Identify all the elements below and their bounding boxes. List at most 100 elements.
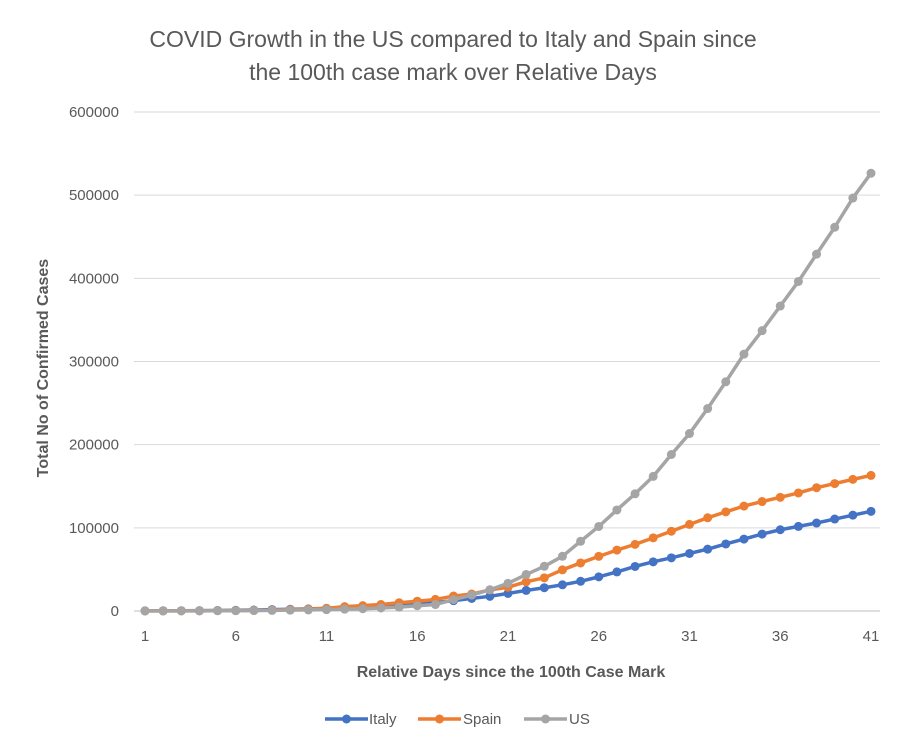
- data-point-us: [503, 578, 513, 588]
- x-tick-label: 31: [681, 628, 698, 645]
- data-point-italy: [703, 544, 713, 554]
- data-point-spain: [812, 483, 822, 493]
- data-point-italy: [757, 529, 767, 539]
- y-tick-label: 500000: [69, 187, 119, 204]
- data-point-italy: [721, 539, 731, 549]
- data-point-us: [340, 604, 350, 614]
- data-point-us: [757, 326, 767, 336]
- legend-label: Spain: [463, 711, 501, 728]
- data-point-italy: [576, 576, 586, 586]
- legend-item-italy: Italy: [325, 711, 397, 728]
- data-point-spain: [775, 492, 785, 502]
- x-tick-label: 21: [500, 628, 517, 645]
- y-axis-title: Total No of Confirmed Cases: [35, 259, 52, 477]
- data-point-us: [703, 404, 713, 414]
- y-axis-ticks: 0 100000 200000 300000 400000 500000 600000: [69, 104, 119, 620]
- data-point-us: [521, 570, 531, 580]
- data-point-spain: [557, 565, 567, 575]
- data-point-italy: [521, 585, 531, 595]
- data-point-us: [412, 601, 422, 611]
- data-point-spain: [757, 497, 767, 507]
- data-point-italy: [775, 525, 785, 535]
- data-point-spain: [594, 551, 604, 561]
- x-tick-label: 1: [141, 628, 149, 645]
- data-point-italy: [594, 572, 604, 582]
- data-point-us: [231, 606, 241, 616]
- data-point-us: [485, 585, 495, 595]
- y-tick-label: 600000: [69, 104, 119, 121]
- data-point-us: [793, 276, 803, 286]
- series-lines: [140, 168, 876, 616]
- series-italy: [140, 506, 876, 616]
- data-point-us: [467, 590, 477, 600]
- data-point-italy: [557, 580, 567, 590]
- data-point-spain: [685, 519, 694, 529]
- y-tick-label: 400000: [69, 270, 119, 287]
- data-point-us: [848, 193, 858, 203]
- data-point-italy: [739, 534, 749, 544]
- data-point-us: [249, 606, 259, 616]
- data-point-italy: [485, 591, 495, 601]
- data-point-italy: [539, 583, 549, 593]
- data-point-us: [322, 605, 331, 615]
- series-line-us: [143, 171, 873, 613]
- data-point-spain: [630, 539, 640, 549]
- data-point-spain: [703, 513, 713, 523]
- legend-swatch-marker: [342, 714, 351, 724]
- x-axis-ticks: 1 6 11 16 21 26 31 36 41: [141, 628, 880, 645]
- data-point-us: [376, 603, 386, 613]
- data-point-italy: [830, 514, 840, 524]
- data-point-us: [557, 551, 567, 561]
- chart-title-line-1: COVID Growth in the US compared to Italy…: [149, 26, 756, 52]
- data-point-italy: [685, 548, 694, 558]
- data-point-us: [612, 505, 622, 515]
- data-point-us: [394, 602, 404, 612]
- series-us: [140, 168, 876, 616]
- data-point-spain: [848, 474, 858, 484]
- x-tick-label: 41: [863, 628, 880, 645]
- data-point-spain: [830, 479, 840, 489]
- legend-item-us: US: [524, 711, 590, 728]
- y-tick-label: 300000: [69, 354, 119, 371]
- legend: Italy Spain US: [325, 711, 590, 728]
- data-point-us: [358, 604, 368, 614]
- data-point-us: [449, 595, 459, 605]
- data-point-italy: [648, 557, 658, 567]
- data-point-us: [158, 606, 168, 616]
- data-point-us: [648, 471, 658, 481]
- data-point-italy: [612, 567, 622, 577]
- data-point-us: [830, 222, 840, 232]
- legend-item-spain: Spain: [418, 711, 501, 728]
- x-axis-title: Relative Days since the 100th Case Mark: [357, 664, 666, 681]
- data-point-spain: [521, 577, 531, 587]
- data-point-italy: [630, 561, 640, 571]
- data-point-spain: [793, 488, 803, 498]
- x-tick-label: 26: [590, 628, 607, 645]
- y-tick-label: 100000: [69, 520, 119, 537]
- legend-label: Italy: [369, 711, 397, 728]
- data-point-us: [739, 349, 749, 359]
- legend-swatch-marker: [541, 714, 550, 724]
- data-point-us: [685, 429, 694, 439]
- x-tick-label: 11: [319, 628, 335, 645]
- chart-title-line-2: the 100th case mark over Relative Days: [249, 59, 657, 85]
- data-point-us: [140, 606, 150, 616]
- data-point-us: [775, 301, 785, 311]
- data-point-spain: [648, 533, 658, 543]
- data-point-us: [866, 168, 876, 178]
- data-point-italy: [793, 521, 803, 531]
- data-point-us: [430, 600, 440, 610]
- y-tick-label: 0: [111, 603, 119, 620]
- gridlines: [134, 111, 880, 612]
- x-tick-label: 36: [772, 628, 789, 645]
- data-point-spain: [666, 526, 676, 536]
- data-point-spain: [739, 501, 749, 511]
- data-point-us: [594, 521, 604, 531]
- data-point-us: [812, 249, 822, 259]
- data-point-italy: [812, 518, 822, 528]
- data-point-spain: [539, 573, 549, 583]
- data-point-us: [539, 561, 549, 571]
- x-tick-label: 6: [232, 628, 240, 645]
- data-point-us: [213, 606, 223, 616]
- data-point-us: [194, 606, 204, 616]
